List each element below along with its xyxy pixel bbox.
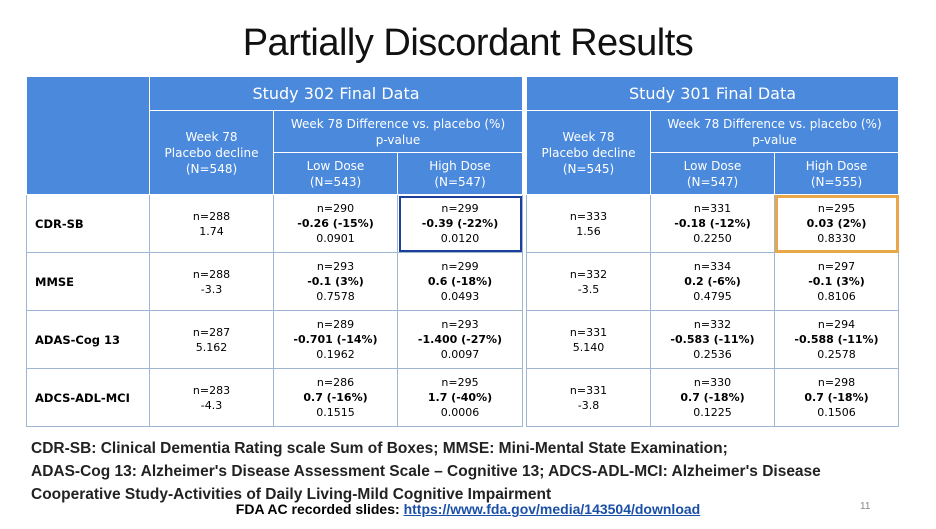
placebo-cell: n=283 -4.3 [149, 368, 274, 427]
high-dose-cell: n=294 -0.588 (-11%) 0.2578 [774, 310, 899, 369]
high-dose-cell: n=297 -0.1 (3%) 0.8106 [774, 252, 899, 311]
source-citation: FDA AC recorded slides: https://www.fda.… [0, 501, 936, 517]
low-dose-cell: n=332 -0.583 (-11%) 0.2536 [650, 310, 775, 369]
low-dose-cell: n=289 -0.701 (-14%) 0.1962 [273, 310, 398, 369]
high-dose-cell-highlighted: n=295 0.03 (2%) 0.8330 [774, 194, 899, 253]
slide-title: Partially Discordant Results [242, 22, 694, 64]
footnote-line: ADAS-Cog 13: Alzheimer's Disease Assessm… [31, 463, 821, 480]
high-dose-header: High Dose (N=555) [774, 152, 899, 195]
placebo-cell: n=331 -3.8 [526, 368, 651, 427]
table-row: MMSE n=288 -3.3 n=293 -0.1 (3%) 0.7578 n=29… [26, 252, 523, 311]
table-row: n=332 -3.5 n=334 0.2 (-6%) 0.4795 n=297 -0.1… [526, 252, 899, 311]
source-link[interactable]: https://www.fda.gov/media/143504/downloa… [403, 501, 701, 517]
table-row: ADAS-Cog 13 n=287 5.162 n=289 -0.701 (-14%… [26, 310, 523, 369]
low-dose-cell: n=330 0.7 (-18%) 0.1225 [650, 368, 775, 427]
low-dose-header: Low Dose (N=547) [650, 152, 775, 195]
high-dose-cell: n=293 -1.400 (-27%) 0.0097 [397, 310, 523, 369]
high-dose-cell: n=295 1.7 (-40%) 0.0006 [397, 368, 523, 427]
low-dose-cell: n=293 -0.1 (3%) 0.7578 [273, 252, 398, 311]
table-row: CDR-SB n=288 1.74 n=290 -0.26 (-15%) 0.0901… [26, 194, 523, 253]
high-dose-cell: n=299 0.6 (-18%) 0.0493 [397, 252, 523, 311]
row-label: CDR-SB [26, 194, 150, 253]
low-dose-cell: n=286 0.7 (-16%) 0.1515 [273, 368, 398, 427]
footnote-line: CDR-SB: Clinical Dementia Rating scale S… [31, 440, 728, 457]
placebo-header: Week 78 Placebo decline (N=548) [149, 110, 274, 195]
abbreviations-footnote: CDR-SB: Clinical Dementia Rating scale S… [31, 437, 911, 506]
footnote-line: Cooperative Study-Activities of Daily Li… [31, 486, 552, 503]
study-302-table: Study 302 Final Data Week 78 Placebo dec… [26, 76, 523, 427]
row-label: MMSE [26, 252, 150, 311]
low-dose-header: Low Dose (N=543) [273, 152, 398, 195]
placebo-cell: n=331 5.140 [526, 310, 651, 369]
high-dose-header: High Dose (N=547) [397, 152, 523, 195]
high-dose-cell: n=298 0.7 (-18%) 0.1506 [774, 368, 899, 427]
page-number: 11 [860, 501, 871, 512]
table-corner [26, 76, 150, 195]
table-row: n=333 1.56 n=331 -0.18 (-12%) 0.2250 n=295 0… [526, 194, 899, 253]
table-row: n=331 -3.8 n=330 0.7 (-18%) 0.1225 n=298 0.7… [526, 368, 899, 427]
high-dose-cell-highlighted: n=299 -0.39 (-22%) 0.0120 [397, 194, 523, 253]
placebo-cell: n=288 -3.3 [149, 252, 274, 311]
placebo-header: Week 78 Placebo decline (N=545) [526, 110, 651, 195]
low-dose-cell: n=331 -0.18 (-12%) 0.2250 [650, 194, 775, 253]
source-label: FDA AC recorded slides: [235, 501, 400, 517]
placebo-cell: n=332 -3.5 [526, 252, 651, 311]
placebo-cell: n=287 5.162 [149, 310, 274, 369]
placebo-cell: n=333 1.56 [526, 194, 651, 253]
low-dose-cell: n=334 0.2 (-6%) 0.4795 [650, 252, 775, 311]
low-dose-cell: n=290 -0.26 (-15%) 0.0901 [273, 194, 398, 253]
placebo-cell: n=288 1.74 [149, 194, 274, 253]
study-301-table: Study 301 Final Data Week 78 Placebo dec… [526, 76, 899, 427]
difference-header: Week 78 Difference vs. placebo (%) p-val… [273, 110, 523, 153]
row-label: ADCS-ADL-MCI [26, 368, 150, 427]
study-301-header: Study 301 Final Data [526, 76, 899, 111]
study-302-header: Study 302 Final Data [149, 76, 523, 111]
table-row: ADCS-ADL-MCI n=283 -4.3 n=286 0.7 (-16%) 0.… [26, 368, 523, 427]
row-label: ADAS-Cog 13 [26, 310, 150, 369]
difference-header: Week 78 Difference vs. placebo (%) p-val… [650, 110, 899, 153]
table-row: n=331 5.140 n=332 -0.583 (-11%) 0.2536 n=29… [526, 310, 899, 369]
